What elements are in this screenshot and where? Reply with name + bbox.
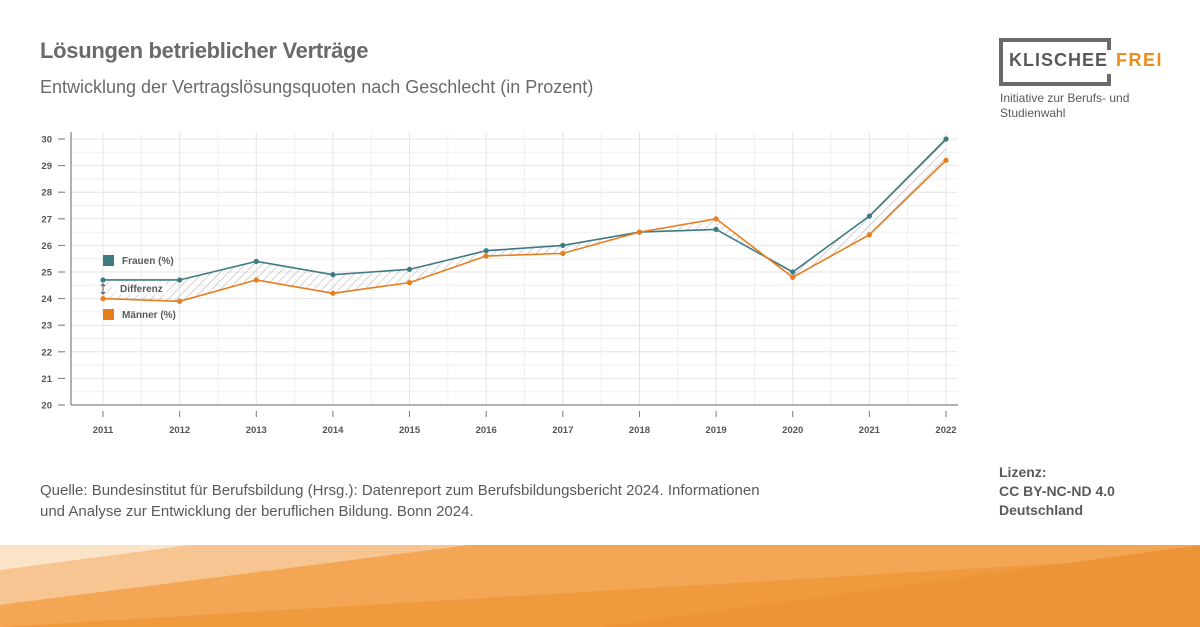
x-tick-label: 2012 xyxy=(169,425,190,436)
data-point-maenner xyxy=(866,232,872,238)
klischee-frei-logo: KLISCHEE FREI Initiative zur Berufs- und… xyxy=(999,38,1169,120)
logo-tagline: Initiative zur Berufs- und Studienwahl xyxy=(1000,91,1130,120)
data-point-maenner xyxy=(406,280,413,286)
x-tick-label: 2018 xyxy=(629,425,650,436)
data-point-maenner xyxy=(943,157,949,163)
data-point-frauen xyxy=(790,269,796,275)
license-label: Lizenz: xyxy=(999,464,1047,480)
page-title: Lösungen betrieblicher Verträge xyxy=(40,38,369,63)
x-tick-label: 2021 xyxy=(859,425,881,436)
y-tick-label: 21 xyxy=(41,374,52,385)
legend-label-frauen: Frauen (%) xyxy=(122,256,174,267)
x-tick-label: 2013 xyxy=(246,425,267,436)
license-info: Lizenz: CC BY-NC-ND 4.0 Deutschland xyxy=(999,463,1115,520)
data-point-maenner xyxy=(713,216,719,222)
series-line-maenner xyxy=(102,159,947,303)
legend-swatch-frauen xyxy=(103,255,114,266)
data-point-maenner xyxy=(330,290,336,296)
data-point-maenner xyxy=(100,296,106,302)
y-tick-label: 22 xyxy=(41,347,52,358)
difference-area xyxy=(103,139,946,302)
x-tick-label: 2017 xyxy=(552,425,573,436)
data-point-frauen xyxy=(330,272,336,278)
y-tick-label: 25 xyxy=(41,268,52,279)
data-point-frauen xyxy=(560,242,566,248)
data-point-maenner xyxy=(483,253,489,259)
y-tick-label: 28 xyxy=(41,188,52,199)
y-tick-label: 29 xyxy=(41,161,52,172)
page-subtitle: Entwicklung der Vertragslösungsquoten na… xyxy=(40,77,594,97)
data-point-maenner xyxy=(636,229,643,235)
data-point-maenner xyxy=(790,274,796,280)
y-tick-label: 20 xyxy=(41,401,52,412)
data-point-frauen xyxy=(713,226,719,233)
decorative-orange-band xyxy=(0,545,1200,627)
x-tick-label: 2016 xyxy=(476,425,497,436)
y-tick-label: 26 xyxy=(41,241,52,252)
logo-frame xyxy=(999,38,1111,86)
license-line1: CC BY-NC-ND 4.0 xyxy=(999,483,1115,499)
source-note: Quelle: Bundesinstitut für Berufsbildung… xyxy=(40,482,760,520)
legend-label-maenner: Männer (%) xyxy=(122,310,176,321)
x-tick-label: 2022 xyxy=(935,425,956,436)
x-tick-label: 2014 xyxy=(322,425,344,436)
logo-word-klischee: KLISCHEE xyxy=(1009,50,1109,70)
data-point-frauen xyxy=(406,266,413,272)
data-point-frauen xyxy=(943,136,949,142)
logo-word-frei: FREI xyxy=(1116,50,1164,70)
legend-swatch-maenner xyxy=(103,309,114,320)
x-tick-label: 2020 xyxy=(782,425,803,436)
data-point-frauen xyxy=(100,277,106,283)
x-tick-label: 2019 xyxy=(706,425,727,436)
data-point-maenner xyxy=(253,277,259,283)
data-point-maenner xyxy=(560,250,566,256)
license-line2: Deutschland xyxy=(999,502,1084,518)
data-point-frauen xyxy=(177,277,183,283)
y-tick-label: 27 xyxy=(41,214,52,225)
data-point-frauen xyxy=(253,258,259,264)
data-point-frauen xyxy=(866,213,872,219)
x-tick-label: 2015 xyxy=(399,425,421,436)
x-tick-label: 2011 xyxy=(93,425,114,436)
y-tick-label: 30 xyxy=(41,135,52,146)
y-tick-label: 24 xyxy=(41,294,52,305)
difference-arrow-icon xyxy=(100,283,106,295)
data-point-maenner xyxy=(177,298,183,304)
data-point-frauen xyxy=(483,248,489,254)
y-tick-label: 23 xyxy=(41,321,52,332)
legend-label-differenz: Differenz xyxy=(120,284,163,295)
series-line-frauen xyxy=(103,138,947,281)
